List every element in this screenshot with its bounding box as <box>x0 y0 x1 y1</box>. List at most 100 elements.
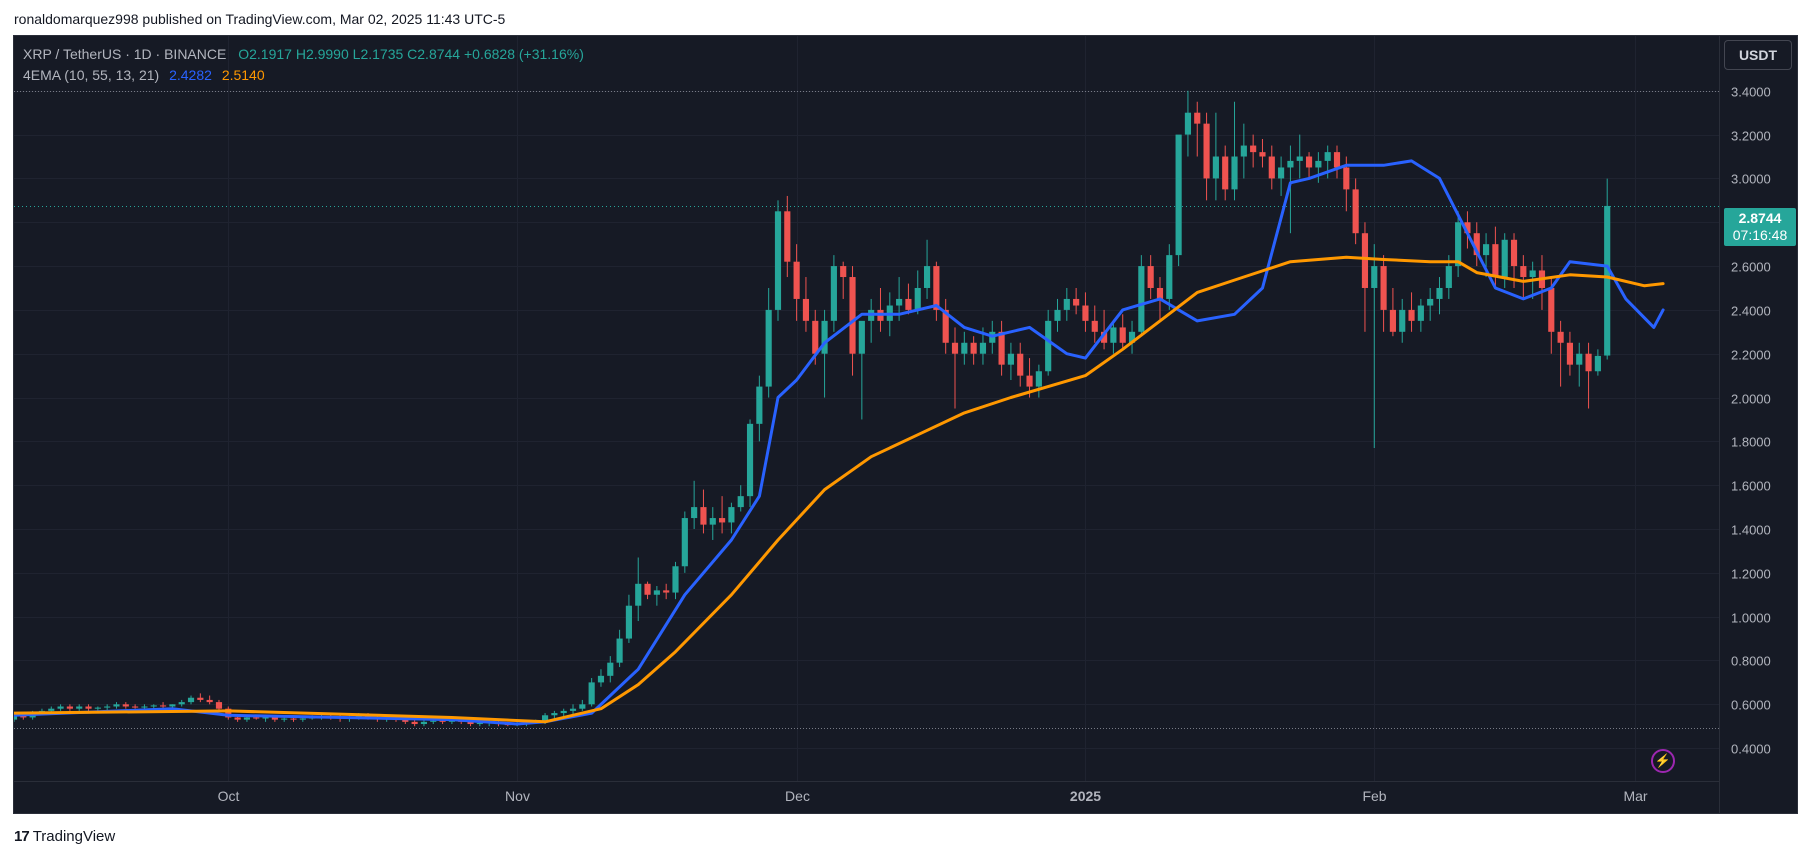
candle-body <box>1166 255 1173 299</box>
open-value: O2.1917 <box>238 46 292 62</box>
candle-body <box>1445 266 1452 288</box>
candle-body <box>122 704 129 707</box>
candle-body <box>840 266 847 278</box>
indicator-legend[interactable]: 4EMA (10, 55, 13, 21) 2.4282 2.5140 <box>23 67 265 83</box>
candle-body <box>215 702 223 709</box>
candle-body <box>206 699 213 703</box>
candle-body <box>1240 145 1247 157</box>
candle-body <box>1483 244 1490 256</box>
candle-body <box>1296 156 1303 161</box>
symbol-label[interactable]: XRP / TetherUS · 1D · BINANCE <box>23 46 227 62</box>
candle-body <box>579 704 586 709</box>
candle-body <box>681 518 688 567</box>
candle-body <box>1343 167 1350 190</box>
plot-area <box>14 36 1719 781</box>
candle-body <box>756 386 763 424</box>
published-caption: ronaldomarquez998 published on TradingVi… <box>14 11 506 27</box>
candle-body <box>1073 298 1080 306</box>
candle-body <box>1250 145 1257 153</box>
candle-body <box>597 675 605 683</box>
candle-body <box>1007 353 1014 365</box>
candle-body <box>1352 189 1359 234</box>
last-price-label: 2.8744 07:16:48 <box>1724 208 1796 246</box>
lightning-icon[interactable]: ⚡ <box>1651 749 1675 773</box>
candle-body <box>942 309 949 343</box>
candle-body <box>1175 134 1182 256</box>
candle-body <box>663 590 670 593</box>
candle-body <box>933 266 940 310</box>
indicator-label[interactable]: 4EMA (10, 55, 13, 21) <box>23 67 160 83</box>
ema-slow-value: 2.5140 <box>221 67 265 83</box>
candle-body <box>1305 156 1313 168</box>
candle-body <box>476 722 483 725</box>
symbol-legend[interactable]: XRP / TetherUS · 1D · BINANCE O2.1917 H2… <box>23 46 584 62</box>
candle-body <box>1455 222 1462 267</box>
candle-body <box>858 320 865 354</box>
candle-body <box>1510 239 1518 267</box>
chart-panel[interactable]: 3.40003.20003.00002.80002.60002.40002.20… <box>13 35 1798 814</box>
candle-body <box>812 320 819 354</box>
candle-body <box>1259 152 1266 157</box>
candle-body <box>709 518 716 525</box>
candle-body <box>569 708 577 711</box>
candle-body <box>1333 152 1341 168</box>
candle-body <box>85 706 92 709</box>
tradingview-brand[interactable]: 17 TradingView <box>14 828 115 845</box>
candle-body <box>57 706 64 709</box>
candle-body <box>1594 355 1601 372</box>
currency-button[interactable]: USDT <box>1724 40 1792 70</box>
candle-body <box>1585 353 1592 372</box>
price-tick-label: 0.6000 <box>1731 698 1771 713</box>
price-tick-label: 1.4000 <box>1731 523 1771 538</box>
candle-body <box>896 298 903 306</box>
bar-countdown: 07:16:48 <box>1732 227 1788 243</box>
candle-body <box>998 331 1005 365</box>
candle-body <box>1128 331 1136 343</box>
candle-body <box>430 720 437 722</box>
candle-body <box>672 566 679 593</box>
high-value: H2.9990 <box>295 46 349 62</box>
price-tick-label: 2.0000 <box>1731 392 1771 407</box>
price-tick-label: 3.0000 <box>1731 172 1771 187</box>
change-value: +0.6828 (+31.16%) <box>463 46 584 62</box>
candle-body <box>290 718 297 720</box>
candle-body <box>551 713 558 716</box>
candle-body <box>1324 152 1331 161</box>
candle-body <box>271 717 278 720</box>
candle-body <box>132 706 139 708</box>
candle-body <box>402 719 409 722</box>
candle-body <box>923 266 931 288</box>
candle-body <box>1203 123 1210 179</box>
candle-body <box>66 706 73 709</box>
candle-body <box>1017 353 1024 376</box>
candle-body <box>588 682 595 705</box>
time-tick-label: Mar <box>1623 788 1647 804</box>
candle-body <box>1212 156 1219 179</box>
price-tick-label: 1.2000 <box>1731 567 1771 582</box>
candle-body <box>234 717 241 720</box>
candle-body <box>1389 309 1396 332</box>
candle-body <box>793 261 800 299</box>
candle-body <box>607 662 614 676</box>
candle-body <box>113 704 120 707</box>
candle-body <box>951 342 959 354</box>
candle-body <box>225 708 232 718</box>
brand-label: TradingView <box>32 828 116 845</box>
candle-body <box>1194 112 1201 124</box>
candle-body <box>1222 156 1229 190</box>
tradingview-logo-icon: 17 <box>14 828 30 845</box>
candle-body <box>104 706 111 708</box>
candle-body <box>541 715 549 722</box>
price-tick-label: 1.8000 <box>1731 435 1771 450</box>
candle-body <box>970 342 977 354</box>
candle-body <box>1492 244 1499 278</box>
candle-body <box>1287 160 1294 168</box>
candle-body <box>1399 309 1406 332</box>
candle-body <box>1529 270 1536 278</box>
candle-body <box>1119 327 1126 343</box>
candle-body <box>169 704 176 707</box>
candle-body <box>616 638 623 663</box>
candle-body <box>1501 239 1508 278</box>
price-chart[interactable]: 3.40003.20003.00002.80002.60002.40002.20… <box>14 36 1798 814</box>
candle-body <box>94 707 101 709</box>
